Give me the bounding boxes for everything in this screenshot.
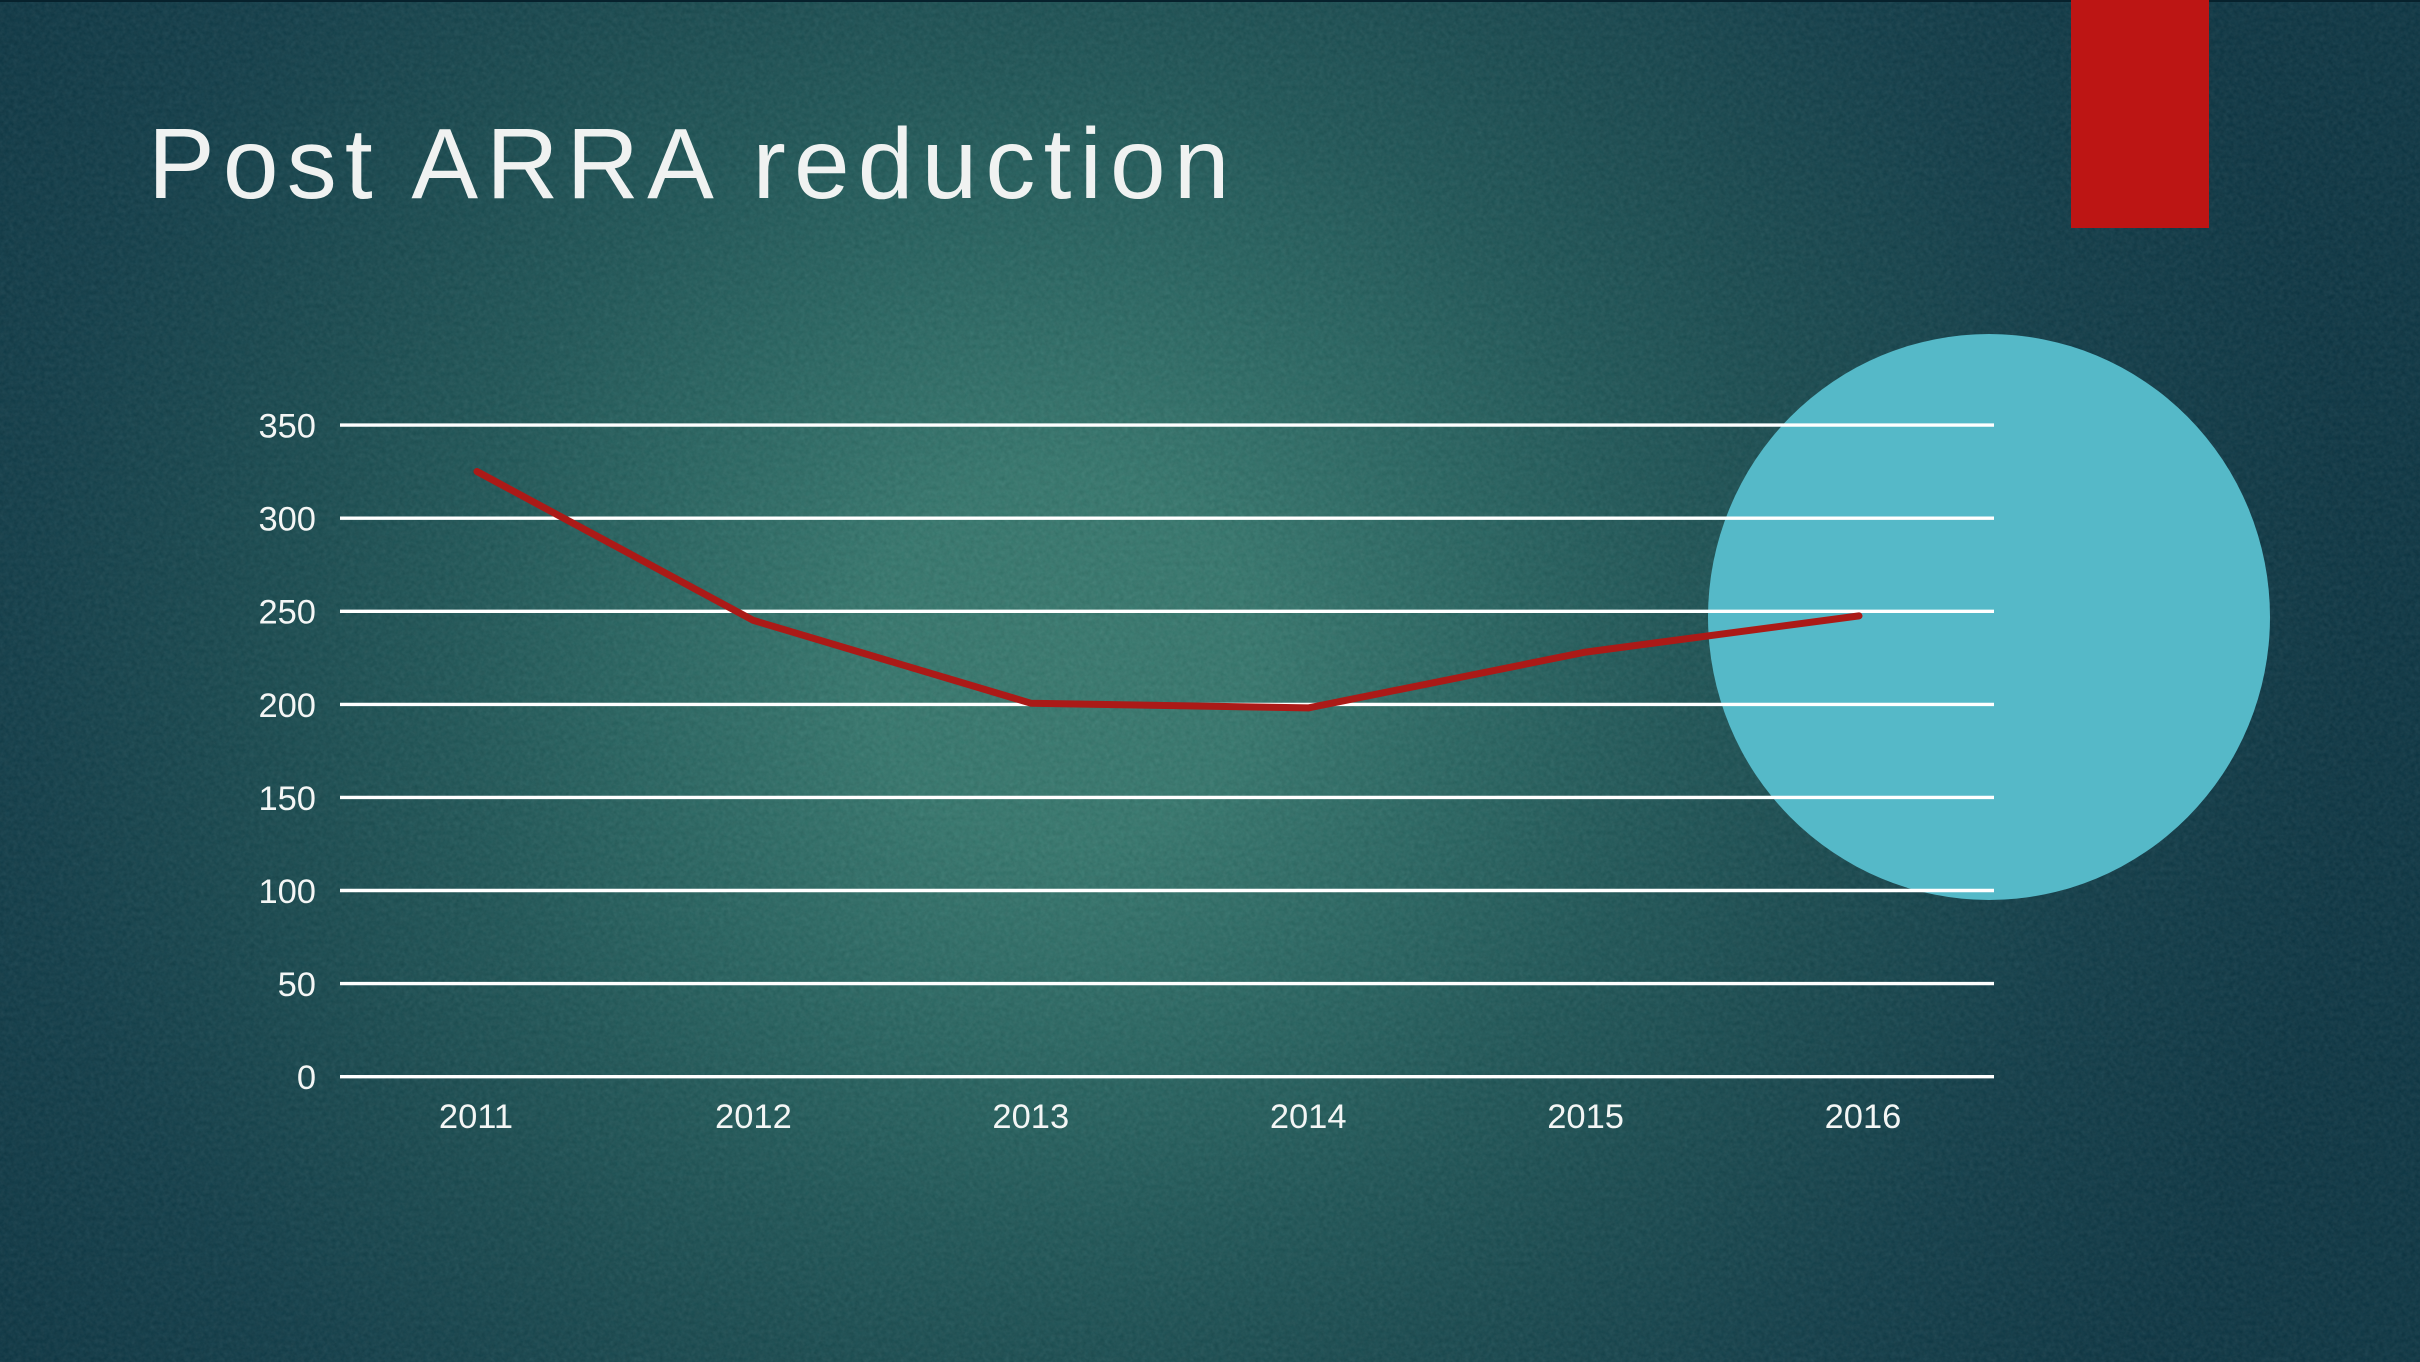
svg-text:250: 250 [258,594,316,632]
svg-text:2012: 2012 [715,1098,792,1136]
svg-text:150: 150 [258,780,316,818]
svg-text:350: 350 [258,408,316,446]
svg-text:2011: 2011 [439,1098,513,1136]
svg-text:200: 200 [258,687,316,725]
svg-text:0: 0 [297,1059,316,1097]
svg-text:2016: 2016 [1825,1098,1902,1136]
svg-text:2014: 2014 [1270,1098,1347,1136]
svg-text:100: 100 [258,873,316,911]
svg-text:2015: 2015 [1547,1098,1624,1136]
svg-text:50: 50 [278,966,316,1004]
svg-text:300: 300 [258,501,316,539]
svg-text:2013: 2013 [992,1098,1069,1136]
